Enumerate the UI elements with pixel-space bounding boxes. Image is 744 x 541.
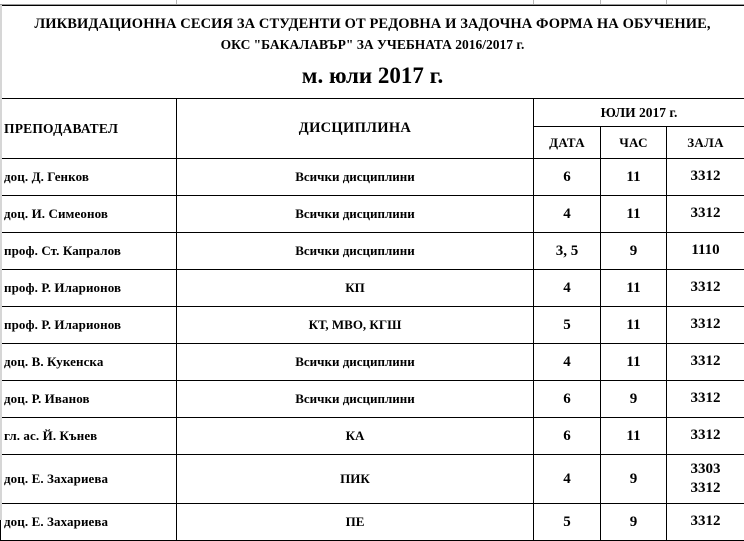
- cell-hour[interactable]: 11: [601, 344, 667, 381]
- column-header-month-group: ЮЛИ 2017 г.: [534, 99, 744, 127]
- cell-teacher[interactable]: доц. В. Кукенска: [1, 344, 177, 381]
- cell-date[interactable]: 5: [534, 307, 601, 344]
- cell-hour[interactable]: 9: [601, 381, 667, 418]
- cell-hour[interactable]: 9: [601, 455, 667, 504]
- cell-room[interactable]: 3312: [667, 307, 744, 344]
- cell-date[interactable]: 4: [534, 344, 601, 381]
- room-value-secondary: 3312: [670, 479, 741, 498]
- cell-room[interactable]: 3312: [667, 418, 744, 455]
- cell-teacher[interactable]: доц. Д. Генков: [1, 159, 177, 196]
- column-header-room: ЗАЛА: [667, 127, 744, 159]
- cell-hour[interactable]: 9: [601, 233, 667, 270]
- cell-hour[interactable]: 9: [601, 504, 667, 541]
- cell-subject[interactable]: КТ, МВО, КГШ: [177, 307, 534, 344]
- cell-date[interactable]: 4: [534, 270, 601, 307]
- room-value-primary: 3312: [670, 315, 741, 334]
- column-tick: [176, 0, 177, 4]
- column-tick: [600, 0, 601, 4]
- cell-subject[interactable]: КА: [177, 418, 534, 455]
- title-row: ЛИКВИДАЦИОННА СЕСИЯ ЗА СТУДЕНТИ ОТ РЕДОВ…: [1, 6, 744, 99]
- cell-hour[interactable]: 11: [601, 418, 667, 455]
- cell-hour[interactable]: 11: [601, 270, 667, 307]
- page-title-line-3: м. юли 2017 г.: [4, 62, 741, 91]
- cell-subject[interactable]: ПЕ: [177, 504, 534, 541]
- column-header-date: ДАТА: [534, 127, 601, 159]
- cell-teacher[interactable]: проф. Р. Иларионов: [1, 270, 177, 307]
- cell-room[interactable]: 3312: [667, 270, 744, 307]
- cell-subject[interactable]: Всички дисциплини: [177, 381, 534, 418]
- column-tick: [533, 0, 534, 4]
- room-value-primary: 1110: [670, 241, 741, 260]
- cell-teacher[interactable]: доц. И. Симеонов: [1, 196, 177, 233]
- cell-hour[interactable]: 11: [601, 159, 667, 196]
- cell-subject[interactable]: Всички дисциплини: [177, 233, 534, 270]
- column-header-teacher: ПРЕПОДАВАТЕЛ: [1, 99, 177, 159]
- room-value-primary: 3303: [670, 460, 741, 479]
- cell-teacher[interactable]: доц. Р. Иванов: [1, 381, 177, 418]
- exam-schedule-table: ЛИКВИДАЦИОННА СЕСИЯ ЗА СТУДЕНТИ ОТ РЕДОВ…: [0, 5, 744, 541]
- document-title-cell: ЛИКВИДАЦИОННА СЕСИЯ ЗА СТУДЕНТИ ОТ РЕДОВ…: [1, 6, 744, 99]
- room-value-primary: 3312: [670, 204, 741, 223]
- cell-teacher[interactable]: гл. ас. Й. Кънев: [1, 418, 177, 455]
- room-value-primary: 3312: [670, 426, 741, 445]
- cell-room[interactable]: 3312: [667, 159, 744, 196]
- header-row-top: ПРЕПОДАВАТЕЛ ДИСЦИПЛИНА ЮЛИ 2017 г.: [1, 99, 744, 127]
- room-value-primary: 3312: [670, 352, 741, 371]
- column-tick: [666, 0, 667, 4]
- cell-room[interactable]: 3312: [667, 381, 744, 418]
- cell-subject[interactable]: Всички дисциплини: [177, 196, 534, 233]
- cell-date[interactable]: 5: [534, 504, 601, 541]
- column-header-hour: ЧАС: [601, 127, 667, 159]
- column-header-subject: ДИСЦИПЛИНА: [177, 99, 534, 159]
- cell-teacher[interactable]: доц. Е. Захариева: [1, 455, 177, 504]
- cell-date[interactable]: 3, 5: [534, 233, 601, 270]
- cell-hour[interactable]: 11: [601, 307, 667, 344]
- cell-teacher[interactable]: проф. Ст. Капралов: [1, 233, 177, 270]
- cell-subject[interactable]: Всички дисциплини: [177, 159, 534, 196]
- cell-date[interactable]: 6: [534, 418, 601, 455]
- spreadsheet-top-strip: [0, 0, 744, 5]
- cell-room[interactable]: 3312: [667, 344, 744, 381]
- cell-date[interactable]: 6: [534, 159, 601, 196]
- cell-hour[interactable]: 11: [601, 196, 667, 233]
- room-value-primary: 3312: [670, 389, 741, 408]
- room-value-primary: 3312: [670, 167, 741, 186]
- page-title-line-1: ЛИКВИДАЦИОННА СЕСИЯ ЗА СТУДЕНТИ ОТ РЕДОВ…: [4, 13, 741, 35]
- cell-room[interactable]: 3312: [667, 504, 744, 541]
- cell-teacher[interactable]: проф. Р. Иларионов: [1, 307, 177, 344]
- cell-subject[interactable]: Всички дисциплини: [177, 344, 534, 381]
- cell-room[interactable]: 3312: [667, 196, 744, 233]
- cell-date[interactable]: 6: [534, 381, 601, 418]
- room-value-primary: 3312: [670, 512, 741, 531]
- room-value-primary: 3312: [670, 278, 741, 297]
- cell-date[interactable]: 4: [534, 455, 601, 504]
- page-title-line-2: ОКС "БАКАЛАВЪР" ЗА УЧЕБНАТА 2016/2017 г.: [4, 35, 741, 55]
- cell-room[interactable]: 1110: [667, 233, 744, 270]
- cell-teacher[interactable]: доц. Е. Захариева: [1, 504, 177, 541]
- cell-date[interactable]: 4: [534, 196, 601, 233]
- cell-subject[interactable]: ПИК: [177, 455, 534, 504]
- cell-subject[interactable]: КП: [177, 270, 534, 307]
